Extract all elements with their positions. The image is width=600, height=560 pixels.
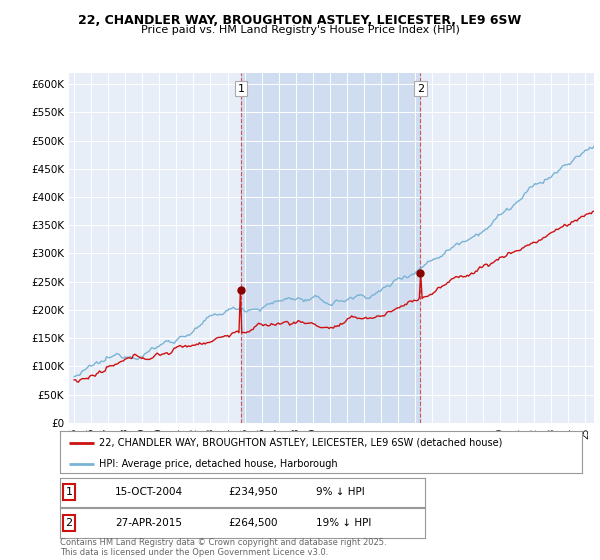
Bar bbox=[241, 73, 421, 423]
Text: 22, CHANDLER WAY, BROUGHTON ASTLEY, LEICESTER, LE9 6SW (detached house): 22, CHANDLER WAY, BROUGHTON ASTLEY, LEIC… bbox=[99, 437, 503, 447]
Text: 27-APR-2015: 27-APR-2015 bbox=[115, 518, 182, 528]
Text: HPI: Average price, detached house, Harborough: HPI: Average price, detached house, Harb… bbox=[99, 459, 338, 469]
Text: 19% ↓ HPI: 19% ↓ HPI bbox=[316, 518, 371, 528]
Text: 1: 1 bbox=[238, 83, 244, 94]
Text: £234,950: £234,950 bbox=[228, 487, 278, 497]
Text: 22, CHANDLER WAY, BROUGHTON ASTLEY, LEICESTER, LE9 6SW: 22, CHANDLER WAY, BROUGHTON ASTLEY, LEIC… bbox=[79, 14, 521, 27]
Text: 9% ↓ HPI: 9% ↓ HPI bbox=[316, 487, 365, 497]
Text: Contains HM Land Registry data © Crown copyright and database right 2025.
This d: Contains HM Land Registry data © Crown c… bbox=[60, 538, 386, 557]
Text: Price paid vs. HM Land Registry's House Price Index (HPI): Price paid vs. HM Land Registry's House … bbox=[140, 25, 460, 35]
Text: 2: 2 bbox=[65, 518, 73, 528]
Text: 2: 2 bbox=[417, 83, 424, 94]
Text: 15-OCT-2004: 15-OCT-2004 bbox=[115, 487, 183, 497]
Text: £264,500: £264,500 bbox=[228, 518, 278, 528]
Text: 1: 1 bbox=[65, 487, 73, 497]
